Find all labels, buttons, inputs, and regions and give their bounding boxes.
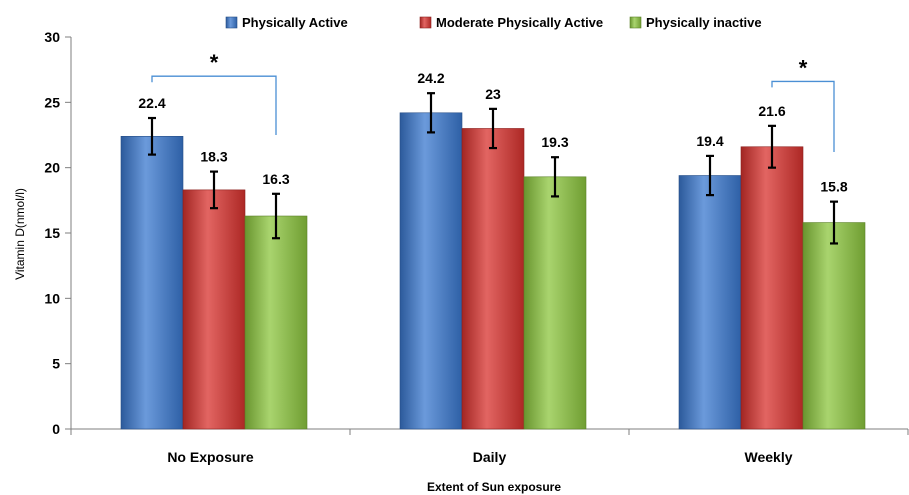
- y-tick-label: 0: [52, 421, 60, 437]
- data-label: 22.4: [138, 95, 165, 111]
- y-tick-label: 25: [44, 94, 60, 110]
- y-tick-label: 30: [44, 29, 60, 45]
- significance-star: *: [210, 50, 219, 75]
- x-category-label: No Exposure: [167, 449, 254, 465]
- data-label: 16.3: [262, 171, 289, 187]
- data-label: 15.8: [820, 179, 847, 195]
- data-label: 19.3: [541, 134, 568, 150]
- y-tick-label: 15: [44, 225, 60, 241]
- bar: [802, 222, 866, 430]
- y-tick-label: 5: [52, 356, 60, 372]
- x-axis-title: Extent of Sun exposure: [427, 480, 561, 494]
- bar: [244, 215, 308, 430]
- y-axis-title: Vitamin D(nmol/l): [13, 188, 27, 280]
- data-label: 19.4: [696, 133, 723, 149]
- error-bar: [272, 192, 280, 240]
- data-label: 18.3: [200, 149, 227, 165]
- y-tick-label: 20: [44, 160, 60, 176]
- significance-star: *: [799, 55, 808, 80]
- error-bar: [830, 200, 838, 245]
- error-bar: [210, 170, 218, 210]
- legend-swatch: [225, 16, 238, 29]
- legend-swatch: [629, 16, 642, 29]
- bar: [182, 189, 246, 430]
- error-bar: [768, 124, 776, 169]
- bar: [461, 128, 525, 430]
- data-label: 21.6: [758, 103, 785, 119]
- x-category-label: Daily: [473, 449, 507, 465]
- bar: [740, 146, 804, 430]
- legend-item: Moderate Physically Active: [419, 15, 603, 30]
- legend-item: Physically inactive: [629, 15, 762, 30]
- x-category-label: Weekly: [745, 449, 793, 465]
- error-bar: [706, 154, 714, 197]
- bar: [120, 136, 184, 430]
- significance-bracket: *: [771, 55, 835, 152]
- error-bar: [489, 107, 497, 150]
- legend-label: Moderate Physically Active: [436, 15, 603, 30]
- y-axis: 0 5 10 15 20 25 30: [44, 29, 72, 437]
- data-label: 23: [485, 86, 501, 102]
- legend-label: Physically Active: [242, 15, 348, 30]
- error-bar: [551, 156, 559, 198]
- legend-item: Physically Active: [225, 15, 348, 30]
- bar: [523, 176, 587, 430]
- bar: [678, 175, 742, 430]
- legend-label: Physically inactive: [646, 15, 762, 30]
- y-tick-label: 10: [44, 290, 60, 306]
- data-label: 24.2: [417, 70, 444, 86]
- error-bar: [427, 92, 435, 134]
- x-axis: No Exposure Daily Weekly: [70, 428, 909, 465]
- significance-bracket: *: [151, 50, 277, 135]
- significance-annotations: * *: [151, 50, 835, 152]
- legend-swatch: [419, 16, 432, 29]
- legend: Physically Active Moderate Physically Act…: [225, 15, 762, 30]
- bar: [399, 112, 463, 430]
- error-bar: [148, 116, 156, 156]
- bars: 22.4 24.2 19.4 18.3 23 21.6 16.3 19.3 15.8: [120, 70, 866, 430]
